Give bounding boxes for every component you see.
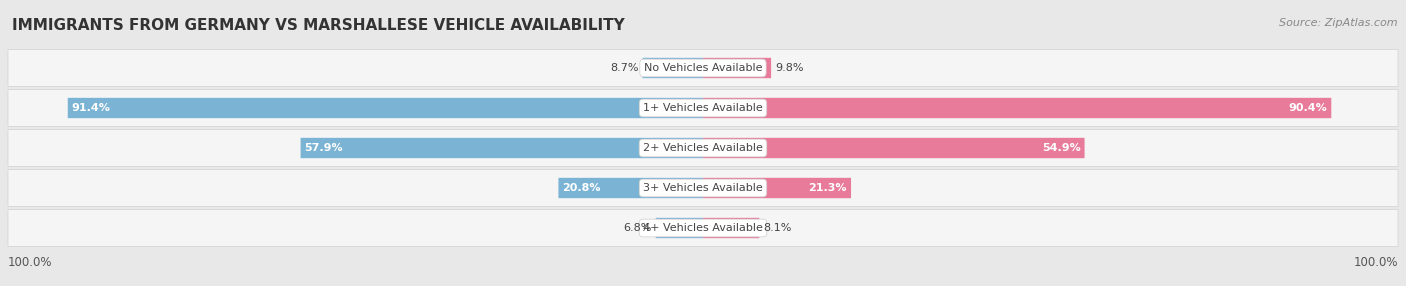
FancyBboxPatch shape [703, 58, 770, 78]
FancyBboxPatch shape [8, 130, 1398, 166]
Text: 9.8%: 9.8% [775, 63, 804, 73]
Text: 8.1%: 8.1% [763, 223, 792, 233]
FancyBboxPatch shape [703, 138, 1084, 158]
FancyBboxPatch shape [703, 218, 759, 238]
FancyBboxPatch shape [8, 210, 1398, 247]
Text: 100.0%: 100.0% [8, 256, 52, 269]
Text: 20.8%: 20.8% [562, 183, 600, 193]
FancyBboxPatch shape [67, 98, 703, 118]
Text: 57.9%: 57.9% [305, 143, 343, 153]
FancyBboxPatch shape [301, 138, 703, 158]
Text: 100.0%: 100.0% [1354, 256, 1398, 269]
Text: 8.7%: 8.7% [610, 63, 638, 73]
Text: 3+ Vehicles Available: 3+ Vehicles Available [643, 183, 763, 193]
Text: 21.3%: 21.3% [808, 183, 846, 193]
Text: 2+ Vehicles Available: 2+ Vehicles Available [643, 143, 763, 153]
FancyBboxPatch shape [8, 170, 1398, 206]
Text: 4+ Vehicles Available: 4+ Vehicles Available [643, 223, 763, 233]
Text: Source: ZipAtlas.com: Source: ZipAtlas.com [1279, 18, 1398, 28]
FancyBboxPatch shape [8, 90, 1398, 126]
Text: IMMIGRANTS FROM GERMANY VS MARSHALLESE VEHICLE AVAILABILITY: IMMIGRANTS FROM GERMANY VS MARSHALLESE V… [13, 18, 624, 33]
Text: 6.8%: 6.8% [623, 223, 652, 233]
Text: 1+ Vehicles Available: 1+ Vehicles Available [643, 103, 763, 113]
Text: 54.9%: 54.9% [1042, 143, 1081, 153]
FancyBboxPatch shape [703, 98, 1331, 118]
FancyBboxPatch shape [558, 178, 703, 198]
Text: 91.4%: 91.4% [72, 103, 111, 113]
FancyBboxPatch shape [8, 49, 1398, 86]
Text: No Vehicles Available: No Vehicles Available [644, 63, 762, 73]
Text: 90.4%: 90.4% [1288, 103, 1327, 113]
FancyBboxPatch shape [655, 218, 703, 238]
FancyBboxPatch shape [703, 178, 851, 198]
FancyBboxPatch shape [643, 58, 703, 78]
